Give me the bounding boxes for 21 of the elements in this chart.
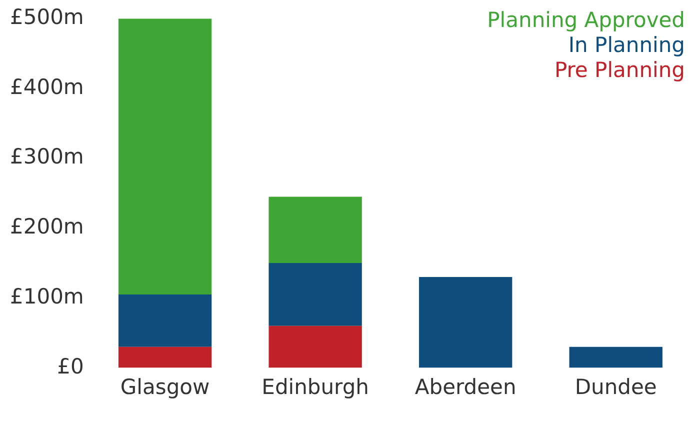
text: Pre Planning — [553, 58, 685, 83]
x-tick-label: Glasgow — [120, 374, 210, 399]
y-tick-label: £400m — [10, 74, 84, 99]
bar — [118, 346, 212, 368]
x-tick-label: Aberdeen — [414, 374, 516, 399]
y-tick-label: £500m — [10, 5, 84, 30]
text: Planning Approved — [487, 8, 685, 33]
bar — [419, 277, 512, 368]
bar — [268, 326, 362, 368]
bar — [118, 18, 212, 294]
y-tick-label: £300m — [10, 144, 84, 169]
x-tick-label: Dundee — [574, 374, 657, 399]
text: In Planning — [567, 33, 685, 58]
y-tick-label: £100m — [10, 284, 84, 308]
y-tick-label: £200m — [10, 214, 84, 239]
bar — [118, 294, 212, 347]
x-tick-label: Edinburgh — [262, 374, 369, 399]
bar — [268, 196, 362, 264]
y-tick-label: £0 — [57, 354, 84, 378]
bar — [569, 346, 662, 368]
bar — [268, 263, 362, 326]
